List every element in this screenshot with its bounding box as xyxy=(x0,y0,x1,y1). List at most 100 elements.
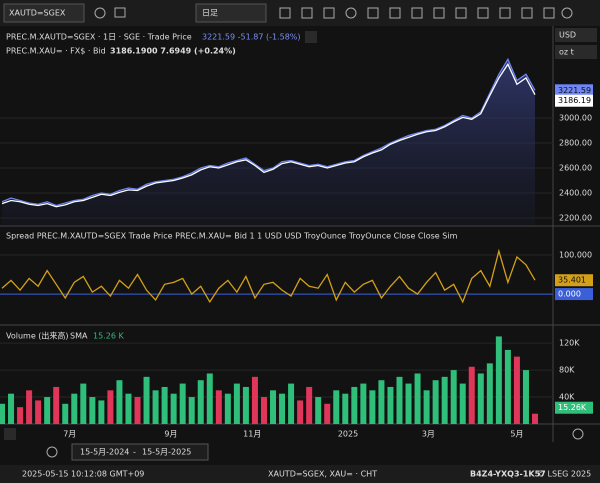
symbol[interactable]: XAUTD=SGEX xyxy=(9,9,66,18)
volume-bar xyxy=(513,356,520,424)
volume-bar xyxy=(450,370,457,424)
volume-bar xyxy=(532,413,538,424)
volume-bar xyxy=(116,380,123,424)
nav-button[interactable] xyxy=(4,428,16,440)
price-tag-label: 35.401 xyxy=(558,276,586,285)
volume-bar xyxy=(197,380,204,424)
x-tick-label: 3月 xyxy=(422,430,435,439)
volume-bar xyxy=(8,393,15,424)
tool-icons xyxy=(279,7,573,19)
collapse-button[interactable] xyxy=(305,31,317,43)
price-tag xyxy=(555,274,593,287)
volume-bar xyxy=(206,373,213,424)
volume-bar xyxy=(44,397,51,424)
symbol-box[interactable] xyxy=(3,3,85,23)
range-box[interactable] xyxy=(71,443,209,461)
price-tag-label: 15.26K xyxy=(558,403,587,412)
icon[interactable] xyxy=(94,7,106,19)
legend-stats: 3186.1900 7.6949 (+0.24%) xyxy=(110,47,236,56)
range-sep[interactable]: - xyxy=(133,448,136,457)
x-tick-label: 7月 xyxy=(63,430,76,439)
y-tick-label: 120K xyxy=(559,339,580,348)
volume-bar xyxy=(0,403,5,424)
volume-bar xyxy=(477,373,484,424)
status-symbols: XAUTD=SGEX, XAU= · CHT xyxy=(268,470,377,479)
status-copyright: © LSEG 2025 xyxy=(537,470,591,479)
volume-bar xyxy=(297,400,304,424)
volume-bar xyxy=(423,390,430,424)
legend-stats: 3221.59 -51.87 (-1.58%) xyxy=(202,33,301,42)
series-line xyxy=(1,62,536,208)
y-tick-label: 100.000 xyxy=(559,250,592,259)
y-tick-label: 2400.00 xyxy=(559,189,592,198)
volume-bar xyxy=(324,403,331,424)
unit-box[interactable] xyxy=(555,45,597,59)
volume-bar xyxy=(53,386,60,424)
volume-bar xyxy=(98,400,105,424)
volume-bar xyxy=(495,336,502,424)
volume-bar xyxy=(17,407,24,424)
x-tick-label: 2025 xyxy=(338,430,358,439)
currency[interactable]: USD xyxy=(559,31,576,40)
volume-bar xyxy=(279,393,286,424)
sma-value: 15.26 K xyxy=(93,332,124,341)
volume-bar xyxy=(89,397,96,424)
interval[interactable]: 日足 xyxy=(202,9,218,18)
sma-name: SMA xyxy=(70,332,88,341)
volume-bar xyxy=(107,390,114,424)
volume-bar xyxy=(233,383,240,424)
volume-bar xyxy=(405,383,412,424)
y-tick-label: 2600.00 xyxy=(559,164,592,173)
x-tick-label: 5月 xyxy=(510,430,523,439)
panel-title: Volume (出来高) xyxy=(6,331,69,341)
icon[interactable] xyxy=(114,7,126,18)
volume-bar xyxy=(522,370,529,424)
volume-bar xyxy=(188,397,195,424)
volume-bar xyxy=(414,373,421,424)
status-id: B4Z4-YXQ3-1K57 xyxy=(470,470,546,479)
interval-box[interactable] xyxy=(195,3,267,23)
volume-bar xyxy=(143,376,150,424)
volume-bar xyxy=(342,393,349,424)
range-from[interactable]: 15-5月-2024 xyxy=(80,448,129,457)
status-bar xyxy=(0,465,600,483)
volume-bar xyxy=(504,349,511,424)
y-tick-label: 40K xyxy=(559,393,575,402)
settings[interactable] xyxy=(572,428,584,440)
currency-box[interactable] xyxy=(555,28,597,42)
price-tag xyxy=(555,288,593,301)
volume-bar xyxy=(170,393,177,424)
volume-bar xyxy=(396,376,403,424)
y-tick-label: 3000.00 xyxy=(559,114,592,123)
volume-bar xyxy=(288,383,295,424)
price-tag-label: 3186.19 xyxy=(558,96,591,105)
legend-name: PREC.M.XAUTD=SGEX · 1日 · SGE · Trade Pri… xyxy=(6,33,192,42)
x-tick-label: 9月 xyxy=(164,430,177,439)
volume-bar xyxy=(224,393,231,424)
volume-bar xyxy=(333,390,340,424)
volume-bar xyxy=(270,390,277,424)
volume-bar xyxy=(369,390,376,424)
y-tick-label: 80K xyxy=(559,366,575,375)
volume-bar xyxy=(486,363,493,424)
volume-bar xyxy=(152,390,159,424)
volume-bar xyxy=(387,386,394,424)
series-line xyxy=(1,57,536,207)
volume-bar xyxy=(432,380,439,424)
icon[interactable] xyxy=(46,446,58,458)
price-tag xyxy=(555,401,593,414)
volume-bar xyxy=(62,403,69,424)
volume-bar xyxy=(35,400,42,424)
volume-bar xyxy=(215,390,222,424)
volume-bar xyxy=(360,383,367,424)
price-tag-label: 3221.59 xyxy=(558,86,591,95)
volume-bar xyxy=(161,386,168,424)
unit[interactable]: oz t xyxy=(559,48,574,57)
x-tick-label: 11月 xyxy=(243,430,261,439)
range-to[interactable]: 15-5月-2025 xyxy=(142,448,191,457)
volume-bar xyxy=(306,386,313,424)
volume-bar xyxy=(80,383,87,424)
volume-bar xyxy=(179,383,186,424)
y-tick-label: 2200.00 xyxy=(559,214,592,223)
